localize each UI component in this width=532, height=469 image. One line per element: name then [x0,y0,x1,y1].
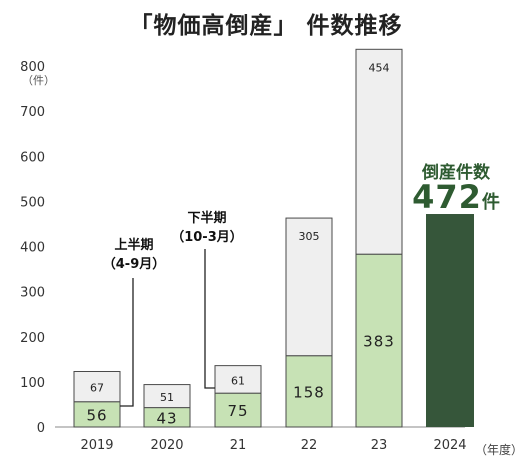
second-half-leader-line [204,249,215,389]
data-label-second-half: 61 [231,374,245,387]
y-tick-label: 100 [20,376,45,391]
first-half-leader-line [120,278,134,407]
callout-unit: 件 [481,192,500,213]
x-tick-label: 21 [230,438,247,453]
y-axis-unit: （件） [22,74,55,87]
data-label-first-half: 43 [156,409,177,427]
bar-total-2024 [426,214,474,427]
data-label-first-half: 383 [363,333,395,351]
bar-first-half [285,355,333,428]
first-half-months: （4-9月） [102,257,166,272]
y-tick-label: 500 [20,195,45,210]
second-half-annotation: 下半期 （10-3月） [168,209,246,247]
bar-second-half [143,384,191,409]
y-tick-label: 400 [20,241,45,256]
x-tick-label: 22 [301,438,318,453]
y-tick-label: 200 [20,331,45,346]
data-label-second-half: 67 [90,382,104,395]
bar-second-half [285,217,333,357]
data-label-second-half: 51 [160,391,174,404]
x-tick-label: 2020 [150,438,183,453]
x-tick-label: 2019 [80,438,113,453]
bar-second-half [73,370,121,403]
y-tick-label: 0 [37,421,45,436]
bar-first-half [73,401,121,428]
data-label-first-half: 158 [293,383,325,401]
data-label-first-half: 56 [86,406,107,424]
data-label-second-half: 454 [369,61,390,74]
bar-second-half [355,48,403,255]
data-label-second-half: 305 [299,230,320,243]
y-tick-label: 300 [20,286,45,301]
second-half-months: （10-3月） [171,230,243,245]
y-tick-label: 600 [20,150,45,165]
data-label-first-half: 75 [227,402,248,420]
callout-number: 472 [412,178,482,216]
first-half-annotation: 上半期 （4-9月） [98,236,170,274]
bar-first-half [355,253,403,428]
bar-second-half [214,365,262,394]
callout-label: 倒産件数 [422,163,490,183]
x-tick-label: 2024 [433,438,466,453]
x-axis-unit: （年度） [475,443,524,457]
first-half-label: 上半期 [114,238,154,253]
x-tick-label: 23 [371,438,388,453]
chart-title: 「物価高倒産」 件数推移 [129,13,403,39]
second-half-label: 下半期 [187,211,227,226]
callout-value: 472件 [404,178,508,216]
y-tick-label: 800 [20,60,45,75]
y-tick-label: 700 [20,105,45,120]
